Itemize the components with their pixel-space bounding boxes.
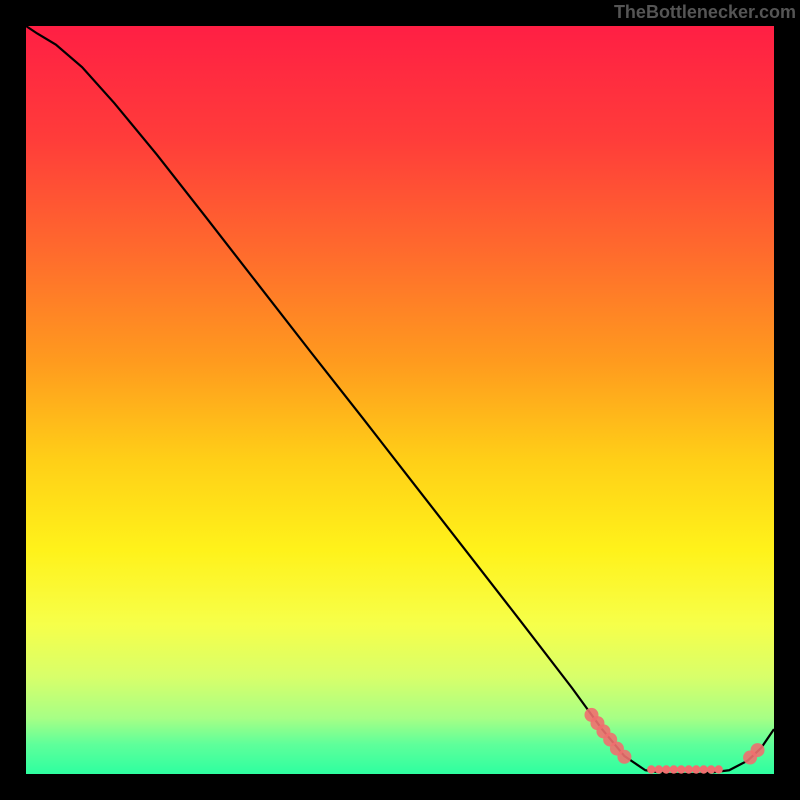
data-marker-small — [647, 765, 655, 773]
data-marker-small — [699, 765, 707, 773]
data-marker-small — [714, 765, 722, 773]
data-marker-small — [677, 765, 685, 773]
data-marker-small — [670, 765, 678, 773]
plot-background — [26, 26, 774, 774]
data-marker-small — [655, 765, 663, 773]
data-marker — [617, 750, 631, 764]
data-marker-small — [685, 765, 693, 773]
data-marker-small — [692, 765, 700, 773]
watermark-text: TheBottlenecker.com — [614, 2, 796, 23]
data-marker — [751, 743, 765, 757]
chart-svg — [0, 0, 800, 800]
data-marker-small — [662, 765, 670, 773]
chart-container: TheBottlenecker.com — [0, 0, 800, 800]
data-marker-small — [707, 765, 715, 773]
